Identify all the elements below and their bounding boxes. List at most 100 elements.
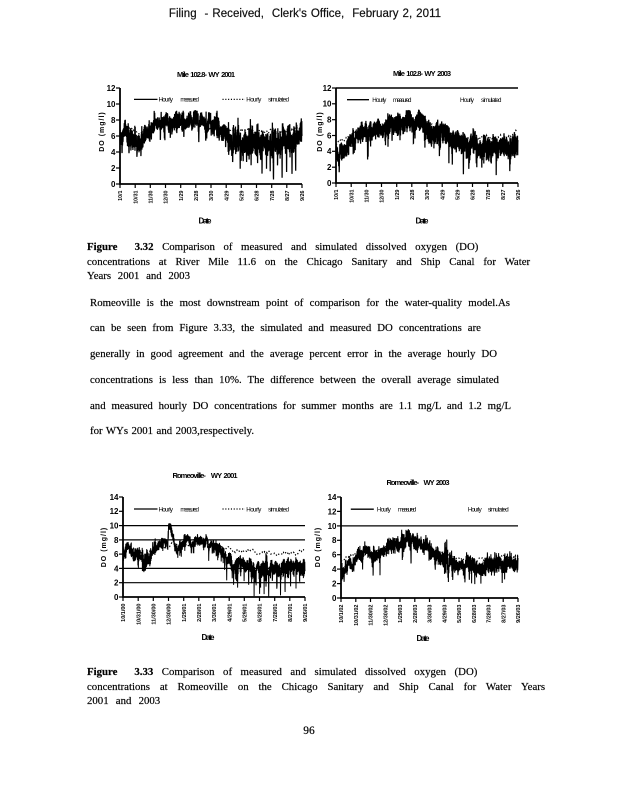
svg-text:6/28/01: 6/28/01 xyxy=(258,604,264,622)
svg-text:2: 2 xyxy=(327,163,332,172)
svg-text:Hourly: Hourly xyxy=(377,507,392,514)
svg-text:14: 14 xyxy=(110,493,119,502)
svg-text:7/28: 7/28 xyxy=(486,189,492,199)
svg-text:Date: Date xyxy=(199,217,213,226)
svg-text:Hourly: Hourly xyxy=(372,97,387,104)
svg-text:6: 6 xyxy=(114,550,119,559)
svg-text:simulated: simulated xyxy=(268,506,290,513)
svg-text:10/1/02: 10/1/02 xyxy=(339,605,345,623)
svg-text:Hourly: Hourly xyxy=(468,507,483,514)
svg-text:10: 10 xyxy=(110,522,119,531)
svg-text:2/28/03: 2/28/03 xyxy=(413,605,419,623)
svg-text:Hourly: Hourly xyxy=(246,97,262,104)
svg-text:7/28/01: 7/28/01 xyxy=(273,604,279,622)
svg-text:5/29/01: 5/29/01 xyxy=(243,604,249,622)
svg-text:DO (mg/l): DO (mg/l) xyxy=(99,111,106,152)
svg-text:8: 8 xyxy=(327,116,332,125)
svg-text:12: 12 xyxy=(328,507,337,516)
svg-text:1/29/03: 1/29/03 xyxy=(398,605,404,623)
svg-text:9/26/01: 9/26/01 xyxy=(303,604,309,622)
svg-text:3/30/01: 3/30/01 xyxy=(212,604,218,622)
svg-text:6: 6 xyxy=(327,131,332,140)
svg-text:10/1: 10/1 xyxy=(118,190,124,200)
svg-text:4: 4 xyxy=(114,564,119,573)
svg-text:4/29/01: 4/29/01 xyxy=(227,604,233,622)
svg-text:8: 8 xyxy=(332,536,337,545)
svg-text:4: 4 xyxy=(332,565,337,574)
svg-text:4/29: 4/29 xyxy=(224,190,230,200)
svg-text:11/30: 11/30 xyxy=(149,190,155,203)
svg-text:Mile 102.8- WY 2001: Mile 102.8- WY 2001 xyxy=(177,70,235,79)
svg-text:10/31/02: 10/31/02 xyxy=(354,605,360,626)
svg-text:2: 2 xyxy=(114,579,119,588)
svg-text:1/29: 1/29 xyxy=(395,189,401,199)
svg-text:simulated: simulated xyxy=(481,97,502,104)
svg-text:12: 12 xyxy=(107,84,116,93)
svg-text:Hourly: Hourly xyxy=(159,97,174,104)
svg-text:0: 0 xyxy=(111,180,116,189)
svg-text:11/30/02: 11/30/02 xyxy=(369,605,375,626)
svg-text:2/28/01: 2/28/01 xyxy=(197,604,203,622)
svg-text:12: 12 xyxy=(110,507,119,516)
svg-text:6/28: 6/28 xyxy=(471,189,477,199)
svg-text:DO (mg/l): DO (mg/l) xyxy=(315,527,322,568)
svg-text:2/28: 2/28 xyxy=(410,189,416,199)
svg-text:simulated: simulated xyxy=(268,97,290,104)
svg-text:10: 10 xyxy=(323,100,332,109)
svg-text:11/30/00: 11/30/00 xyxy=(152,604,158,625)
svg-text:6: 6 xyxy=(332,551,337,560)
svg-text:0: 0 xyxy=(327,179,332,188)
svg-text:10/1: 10/1 xyxy=(334,189,340,199)
svg-text:10/31/00: 10/31/00 xyxy=(136,604,142,625)
svg-text:12/30: 12/30 xyxy=(380,189,386,202)
svg-text:12/30/02: 12/30/02 xyxy=(383,605,389,626)
svg-text:3/30: 3/30 xyxy=(425,189,431,199)
svg-text:5/29: 5/29 xyxy=(240,190,246,200)
svg-text:0: 0 xyxy=(114,593,119,602)
svg-text:Hourly: Hourly xyxy=(159,506,174,513)
svg-text:6/28: 6/28 xyxy=(255,190,261,200)
svg-text:14: 14 xyxy=(328,493,337,502)
svg-text:10: 10 xyxy=(107,100,116,109)
svg-text:6/28/03: 6/28/03 xyxy=(472,605,478,623)
svg-text:5/29: 5/29 xyxy=(456,189,462,199)
svg-text:4/29: 4/29 xyxy=(440,189,446,199)
svg-text:DO (mg/l): DO (mg/l) xyxy=(317,111,324,152)
svg-text:DO (mg/l): DO (mg/l) xyxy=(101,527,108,568)
svg-text:10: 10 xyxy=(328,522,337,531)
svg-text:8/27: 8/27 xyxy=(501,189,507,199)
svg-text:11/30: 11/30 xyxy=(365,189,371,202)
svg-text:measured: measured xyxy=(180,97,199,104)
svg-text:6: 6 xyxy=(111,132,116,141)
svg-text:2: 2 xyxy=(332,580,337,589)
svg-text:10/31: 10/31 xyxy=(349,189,355,202)
svg-text:9/26: 9/26 xyxy=(516,189,522,199)
svg-text:2/28: 2/28 xyxy=(194,190,200,200)
svg-text:Date: Date xyxy=(417,634,431,643)
svg-text:measured: measured xyxy=(398,507,417,514)
svg-text:10/1/00: 10/1/00 xyxy=(121,604,127,622)
svg-text:Date: Date xyxy=(202,633,216,642)
svg-text:1/29: 1/29 xyxy=(179,190,185,200)
svg-text:4/29/03: 4/29/03 xyxy=(442,605,448,623)
svg-text:10/31: 10/31 xyxy=(133,190,139,203)
svg-text:3/30: 3/30 xyxy=(209,190,215,200)
svg-text:7/28/03: 7/28/03 xyxy=(487,605,493,623)
svg-text:2: 2 xyxy=(111,164,116,173)
svg-text:12/30/00: 12/30/00 xyxy=(167,604,173,625)
svg-text:1/29/01: 1/29/01 xyxy=(182,604,188,622)
svg-text:8/27: 8/27 xyxy=(285,190,291,200)
svg-text:Hourly: Hourly xyxy=(246,506,262,513)
svg-text:9/26: 9/26 xyxy=(300,190,306,200)
svg-text:measured: measured xyxy=(393,97,412,104)
svg-text:8: 8 xyxy=(111,116,116,125)
svg-text:Mile 102.8- WY 2003: Mile 102.8- WY 2003 xyxy=(393,69,451,78)
svg-text:Romeoville- WY 2001: Romeoville- WY 2001 xyxy=(173,471,238,480)
svg-text:3/30/03: 3/30/03 xyxy=(428,605,434,623)
svg-text:7/28: 7/28 xyxy=(270,190,276,200)
svg-text:12: 12 xyxy=(323,84,332,93)
svg-text:8/27/01: 8/27/01 xyxy=(288,604,294,622)
svg-text:4: 4 xyxy=(111,148,116,157)
svg-text:0: 0 xyxy=(332,594,337,603)
svg-text:12/30: 12/30 xyxy=(164,190,170,203)
